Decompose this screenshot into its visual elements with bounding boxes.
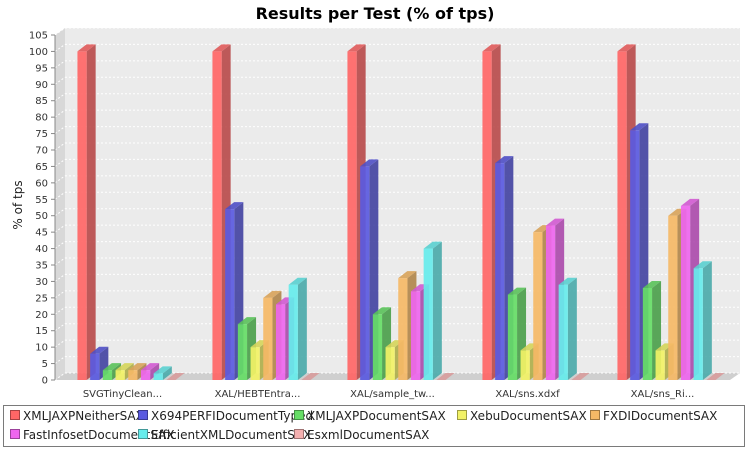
y-tick-label: 35	[35, 261, 48, 272]
bar-EfficientXMLDocumentSAX-0	[153, 366, 172, 380]
x-tick-label: SVGTinyClean...	[83, 389, 162, 400]
y-tick-label: 55	[35, 195, 48, 206]
y-axis-label: % of tps	[11, 180, 25, 229]
legend-label: FastInfosetDocumentSAX	[23, 428, 175, 442]
y-tick-label: 95	[35, 63, 48, 74]
bar-chart: 0 5 10 15 20 25 30 35 40 45 50 55 60 65 70 75 80 85 90 95 10…	[11, 4, 740, 400]
legend-swatch	[138, 429, 148, 439]
legend-swatch	[10, 410, 20, 420]
bar-EsxmlDocumentSAX-0	[166, 373, 185, 381]
y-tick-label: 45	[35, 228, 48, 239]
legend-label: XMLJAXPNeitherSAX	[23, 409, 144, 423]
bar-EsxmlDocumentSAX-1	[301, 373, 320, 381]
y-tick-label: 70	[35, 146, 48, 157]
legend: XMLJAXPNeitherSAX X694PERFIDocumentTyped X…	[3, 405, 745, 447]
legend-label: EfficientXMLDocumentSAX	[151, 428, 312, 442]
y-tick-label: 20	[35, 310, 48, 321]
x-tick-label: XAL/sns.xdxf	[495, 389, 560, 400]
y-tick-label: 15	[35, 326, 48, 337]
bars	[77, 44, 725, 381]
legend-item: EfficientXMLDocumentSAX	[138, 428, 312, 442]
plot-wall-left	[55, 28, 65, 380]
y-tick-label: 0	[42, 376, 48, 387]
legend-item: XMLJAXPNeitherSAX	[10, 409, 144, 423]
bar-EsxmlDocumentSAX-2	[436, 373, 455, 381]
legend-label: FXDIDocumentSAX	[603, 409, 718, 423]
y-tick-label: 60	[35, 178, 48, 189]
legend-swatch	[457, 410, 467, 420]
bar-XMLJAXPNeitherSAX-0	[77, 44, 96, 381]
y-tick-label: 25	[35, 293, 48, 304]
legend-item: EsxmlDocumentSAX	[294, 428, 429, 442]
bar-EfficientXMLDocumentSAX-4	[693, 261, 712, 380]
x-axis-ticks: SVGTinyClean... XAL/HEBTEntra... XAL/sampl…	[83, 389, 695, 400]
legend-item: FXDIDocumentSAX	[590, 409, 717, 423]
legend-item: XMLJAXPDocumentSAX	[294, 409, 446, 423]
bar-EfficientXMLDocumentSAX-3	[558, 277, 577, 380]
legend-item: FastInfosetDocumentSAX	[10, 428, 175, 442]
legend-swatch	[138, 410, 148, 420]
y-tick-label: 90	[35, 80, 48, 91]
legend-item: X694PERFIDocumentTyped	[138, 409, 313, 423]
chart-title: Results per Test (% of tps)	[256, 4, 495, 23]
bar-EfficientXMLDocumentSAX-2	[423, 241, 442, 380]
y-tick-label: 10	[35, 343, 48, 354]
y-tick-label: 5	[42, 359, 48, 370]
legend-swatch	[590, 410, 600, 420]
y-tick-label: 30	[35, 277, 48, 288]
y-tick-label: 80	[35, 113, 48, 124]
y-tick-label: 105	[29, 31, 48, 42]
legend-swatch	[294, 410, 304, 420]
legend-label: EsxmlDocumentSAX	[307, 428, 430, 442]
y-axis-ticks: 0 5 10 15 20 25 30 35 40 45 50 55 60 65 70 75 80 85 90 95 10…	[29, 31, 56, 387]
legend-label: X694PERFIDocumentTyped	[151, 409, 314, 423]
legend-swatch	[10, 429, 20, 439]
bar-EsxmlDocumentSAX-3	[571, 373, 590, 381]
legend-label: XMLJAXPDocumentSAX	[307, 409, 446, 423]
y-tick-label: 100	[29, 47, 48, 58]
bar-EsxmlDocumentSAX-4	[706, 373, 725, 381]
x-tick-label: XAL/sns_Ri...	[631, 389, 695, 400]
x-tick-label: XAL/sample_tw...	[350, 389, 435, 400]
x-tick-label: XAL/HEBTEntra...	[215, 389, 301, 400]
y-tick-label: 75	[35, 129, 48, 140]
bar-FastInfosetDocumentSAX-0	[140, 363, 160, 380]
y-tick-label: 50	[35, 211, 48, 222]
legend-item: XebuDocumentSAX	[457, 409, 587, 423]
bar-EfficientXMLDocumentSAX-1	[288, 277, 307, 380]
y-tick-label: 40	[35, 244, 48, 255]
y-tick-label: 85	[35, 96, 48, 107]
legend-swatch	[294, 429, 304, 439]
y-tick-label: 65	[35, 162, 48, 173]
legend-label: XebuDocumentSAX	[470, 409, 587, 423]
